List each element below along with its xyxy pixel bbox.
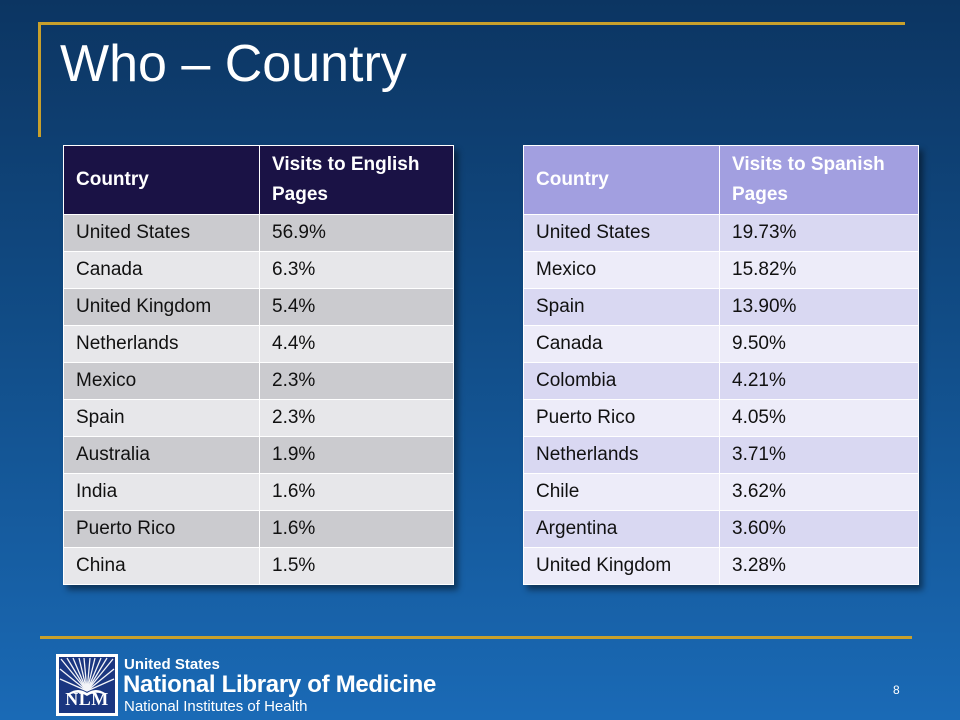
country-cell: Netherlands — [63, 325, 260, 363]
table-row: Netherlands 3.71% — [523, 436, 919, 474]
visits-cell: 1.5% — [259, 547, 454, 585]
visits-cell: 6.3% — [259, 251, 454, 289]
country-cell: United States — [523, 214, 720, 252]
visits-cell: 56.9% — [259, 214, 454, 252]
country-cell: Spain — [63, 399, 260, 437]
spanish-pages-table: Country Visits to Spanish Pages United S… — [523, 145, 919, 585]
country-cell: Puerto Rico — [63, 510, 260, 548]
header-country: Country — [523, 145, 720, 215]
country-cell: United Kingdom — [63, 288, 260, 326]
visits-cell: 2.3% — [259, 399, 454, 437]
page-number: 8 — [893, 683, 900, 697]
table-row: Puerto Rico 1.6% — [63, 510, 454, 548]
table-row: Mexico 2.3% — [63, 362, 454, 400]
header-visits-english: Visits to English Pages — [259, 145, 454, 215]
english-pages-table: Country Visits to English Pages United S… — [63, 145, 454, 585]
nlm-logo: NLM — [56, 654, 118, 716]
table-row: United States 56.9% — [63, 214, 454, 252]
table-header-row: Country Visits to English Pages — [63, 145, 454, 215]
starburst-icon — [59, 657, 115, 696]
table-row: Australia 1.9% — [63, 436, 454, 474]
country-cell: United States — [63, 214, 260, 252]
visits-cell: 13.90% — [719, 288, 919, 326]
table-row: United Kingdom 3.28% — [523, 547, 919, 585]
table-row: Chile 3.62% — [523, 473, 919, 511]
footer-rule — [40, 636, 912, 639]
country-cell: Spain — [523, 288, 720, 326]
table-row: India 1.6% — [63, 473, 454, 511]
visits-cell: 1.9% — [259, 436, 454, 474]
visits-cell: 9.50% — [719, 325, 919, 363]
country-cell: Canada — [63, 251, 260, 289]
visits-cell: 3.62% — [719, 473, 919, 511]
country-cell: Argentina — [523, 510, 720, 548]
visits-cell: 1.6% — [259, 473, 454, 511]
visits-cell: 5.4% — [259, 288, 454, 326]
visits-cell: 2.3% — [259, 362, 454, 400]
table-row: Puerto Rico 4.05% — [523, 399, 919, 437]
country-cell: United Kingdom — [523, 547, 720, 585]
title-frame-top-rule — [40, 22, 905, 25]
nlm-logo-emblem: NLM — [59, 657, 115, 713]
country-cell: Canada — [523, 325, 720, 363]
logo-text: NLM — [65, 689, 109, 709]
org-name: National Library of Medicine — [123, 671, 436, 698]
country-cell: Netherlands — [523, 436, 720, 474]
table-row: Argentina 3.60% — [523, 510, 919, 548]
visits-cell: 4.21% — [719, 362, 919, 400]
country-cell: India — [63, 473, 260, 511]
table-row: United States 19.73% — [523, 214, 919, 252]
visits-cell: 19.73% — [719, 214, 919, 252]
table-header-row: Country Visits to Spanish Pages — [523, 145, 919, 215]
header-visits-spanish: Visits to Spanish Pages — [719, 145, 919, 215]
country-cell: Australia — [63, 436, 260, 474]
org-line-3: National Institutes of Health — [124, 698, 308, 715]
country-cell: China — [63, 547, 260, 585]
table-row: Netherlands 4.4% — [63, 325, 454, 363]
country-cell: Mexico — [63, 362, 260, 400]
visits-cell: 15.82% — [719, 251, 919, 289]
visits-cell: 3.60% — [719, 510, 919, 548]
visits-cell: 4.4% — [259, 325, 454, 363]
table-row: Colombia 4.21% — [523, 362, 919, 400]
visits-cell: 1.6% — [259, 510, 454, 548]
title-frame-left-rule — [38, 22, 41, 137]
visits-cell: 4.05% — [719, 399, 919, 437]
table-row: Canada 6.3% — [63, 251, 454, 289]
org-line-1: United States — [124, 656, 220, 673]
table-row: United Kingdom 5.4% — [63, 288, 454, 326]
table-row: Canada 9.50% — [523, 325, 919, 363]
table-row: Spain 2.3% — [63, 399, 454, 437]
country-cell: Chile — [523, 473, 720, 511]
visits-cell: 3.28% — [719, 547, 919, 585]
country-cell: Mexico — [523, 251, 720, 289]
table-row: Spain 13.90% — [523, 288, 919, 326]
slide-title: Who – Country — [60, 35, 407, 93]
country-cell: Colombia — [523, 362, 720, 400]
table-row: Mexico 15.82% — [523, 251, 919, 289]
header-country: Country — [63, 145, 260, 215]
table-row: China 1.5% — [63, 547, 454, 585]
country-cell: Puerto Rico — [523, 399, 720, 437]
visits-cell: 3.71% — [719, 436, 919, 474]
